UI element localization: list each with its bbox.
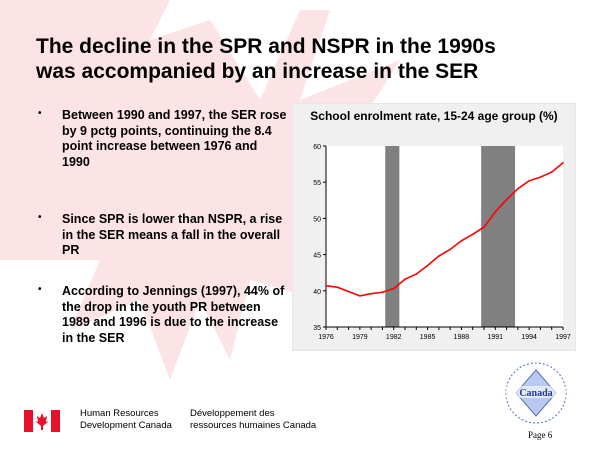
- data-point: [370, 292, 372, 295]
- data-point: [381, 291, 384, 294]
- x-tick-label: 1994: [521, 334, 537, 341]
- page-number: Page 6: [528, 430, 553, 440]
- x-tick-label: 1976: [318, 334, 334, 341]
- y-tick-label: 40: [313, 289, 321, 296]
- data-point: [426, 264, 429, 267]
- chart-plot: 35 40 45 50 55 60 1976 1979 1982 1985 1988 1991 1994…: [313, 144, 571, 341]
- canada-flag-icon: [24, 410, 60, 432]
- bullet-text: According to Jennings (1997), 44% of the…: [62, 284, 285, 345]
- data-point: [336, 286, 339, 288]
- data-point: [415, 273, 418, 275]
- x-tick-label: 1988: [454, 334, 470, 341]
- slide-title: The decline in the SPR and NSPR in the 1…: [36, 34, 576, 84]
- department-name-french: Développement des ressources humaines Ca…: [190, 408, 317, 431]
- data-point: [392, 287, 395, 290]
- y-tick-label: 50: [313, 216, 321, 223]
- data-point: [517, 187, 519, 190]
- data-point: [438, 255, 440, 257]
- data-point: [562, 161, 564, 164]
- x-tick-label: 1979: [352, 334, 368, 341]
- data-point: [404, 278, 406, 281]
- data-point: [449, 248, 451, 251]
- seal-text: Canada: [519, 388, 552, 399]
- x-tick-label: 1985: [420, 334, 436, 341]
- bullet-marker: •: [38, 284, 42, 295]
- data-point: [505, 198, 508, 201]
- series-line: [325, 162, 564, 297]
- data-point: [539, 176, 542, 178]
- x-tick-label: 1997: [555, 334, 571, 341]
- bullet-text: Since SPR is lower than NSPR, a rise in …: [62, 212, 283, 257]
- chart-title: School enrolment rate, 15-24 age group (…: [310, 109, 558, 123]
- x-tick-label: 1982: [386, 334, 402, 341]
- data-point: [471, 233, 474, 236]
- seal-logo: Canada: [505, 362, 567, 424]
- data-point: [347, 290, 350, 293]
- department-name-english: Human Resources Development Canada: [80, 408, 172, 431]
- data-point: [325, 284, 327, 287]
- slide-title-line-1: The decline in the SPR and NSPR in the 1…: [36, 35, 496, 58]
- enrolment-chart: School enrolment rate, 15-24 age group (…: [292, 103, 576, 351]
- y-tick-label: 55: [313, 180, 321, 187]
- data-point: [359, 295, 361, 297]
- bullet-text: Between 1990 and 1997, the SER rose by 9…: [62, 108, 287, 169]
- bullet-marker: •: [38, 212, 42, 223]
- y-tick-label: 45: [313, 253, 321, 260]
- plot-area: [326, 146, 563, 327]
- slide-title-line-2: was accompanied by an increase in the SE…: [36, 60, 479, 83]
- data-point: [528, 179, 530, 182]
- data-point: [483, 226, 485, 228]
- y-tick-label: 35: [313, 325, 321, 332]
- data-point: [460, 240, 463, 242]
- shaded-period: [385, 146, 400, 327]
- data-point: [494, 211, 497, 213]
- bullet-marker: •: [38, 108, 42, 119]
- data-point: [550, 171, 553, 173]
- y-tick-label: 60: [313, 144, 321, 151]
- x-tick-label: 1991: [487, 334, 503, 341]
- shaded-period: [481, 146, 516, 327]
